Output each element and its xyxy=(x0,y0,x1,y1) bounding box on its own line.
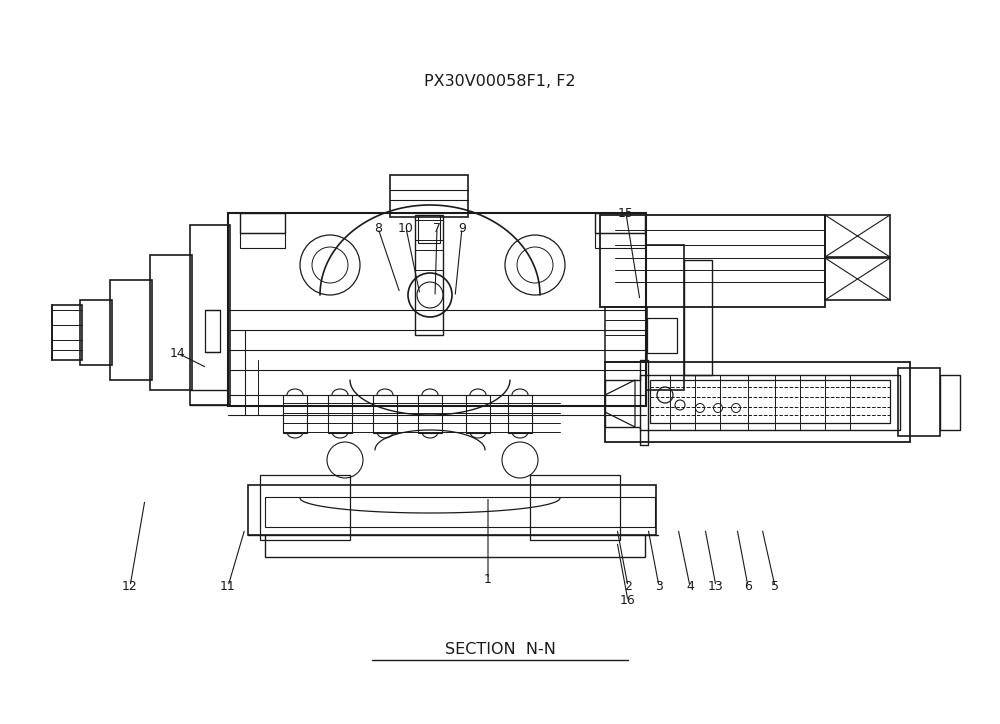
Bar xyxy=(640,375,900,430)
Text: 8: 8 xyxy=(374,222,382,235)
Bar xyxy=(418,395,442,433)
Text: 16: 16 xyxy=(620,594,636,607)
Bar xyxy=(390,175,468,217)
Text: 1: 1 xyxy=(484,573,492,586)
Text: 12: 12 xyxy=(122,580,138,593)
Bar xyxy=(80,300,112,365)
Bar xyxy=(898,368,940,436)
Bar xyxy=(647,318,677,353)
Text: 7: 7 xyxy=(433,222,441,235)
Bar xyxy=(150,255,192,390)
Text: 13: 13 xyxy=(708,580,724,593)
Bar xyxy=(605,362,910,442)
Bar xyxy=(825,215,890,257)
Bar xyxy=(265,535,645,557)
Bar xyxy=(415,215,443,335)
Bar xyxy=(248,485,656,535)
Bar xyxy=(265,497,655,527)
Bar xyxy=(205,310,220,352)
Bar xyxy=(260,475,350,540)
Text: 10: 10 xyxy=(398,222,414,235)
Text: 14: 14 xyxy=(170,347,186,360)
Text: 6: 6 xyxy=(744,580,752,593)
Bar xyxy=(684,260,712,375)
Bar xyxy=(190,225,230,405)
Bar xyxy=(940,375,960,430)
Bar xyxy=(646,245,684,390)
Bar xyxy=(530,475,620,540)
Bar xyxy=(650,380,890,423)
Text: SECTION  N-N: SECTION N-N xyxy=(445,642,555,657)
Bar xyxy=(228,213,646,406)
Text: 2: 2 xyxy=(624,580,632,593)
Text: PX30V00058F1, F2: PX30V00058F1, F2 xyxy=(424,75,576,90)
Bar xyxy=(283,395,307,433)
Bar xyxy=(418,215,440,243)
Text: 3: 3 xyxy=(655,580,663,593)
Bar xyxy=(466,395,490,433)
Bar xyxy=(373,395,397,433)
Text: 9: 9 xyxy=(458,222,466,235)
Bar xyxy=(52,305,82,360)
Bar xyxy=(240,233,285,248)
Bar xyxy=(825,258,890,300)
Bar xyxy=(595,213,645,233)
Text: 15: 15 xyxy=(618,207,634,220)
Bar xyxy=(605,307,647,362)
Text: 4: 4 xyxy=(686,580,694,593)
Bar xyxy=(240,213,285,233)
Bar xyxy=(508,395,532,433)
Bar xyxy=(595,233,645,248)
Bar xyxy=(600,215,825,307)
Bar xyxy=(110,280,152,380)
Bar xyxy=(328,395,352,433)
Text: 11: 11 xyxy=(220,580,236,593)
Text: 5: 5 xyxy=(771,580,779,593)
